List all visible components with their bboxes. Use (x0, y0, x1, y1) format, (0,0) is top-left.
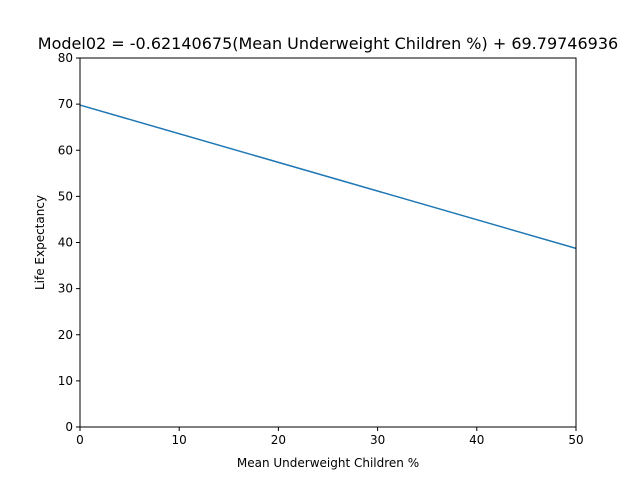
y-tick-label: 10 (58, 374, 73, 388)
y-tick-label: 30 (58, 282, 73, 296)
y-tick-label: 20 (58, 328, 73, 342)
x-tick-label: 30 (370, 433, 385, 447)
y-axis-ticks: 0 10 20 30 40 50 60 70 80 (58, 51, 80, 434)
y-tick-label: 60 (58, 143, 73, 157)
series-line-life-expectancy (79, 104, 577, 250)
plot-area (79, 104, 577, 250)
x-axis-ticks: 0 10 20 30 40 50 (76, 427, 584, 447)
axes-frame (79, 57, 577, 428)
x-tick-label: 20 (271, 433, 286, 447)
chart-title: Model02 = -0.62140675(Mean Underweight C… (38, 34, 618, 53)
y-axis-label: Life Expectancy (33, 195, 47, 290)
y-tick-label: 50 (58, 189, 73, 203)
y-tick-label: 80 (58, 51, 73, 65)
y-tick-label: 0 (65, 420, 73, 434)
x-tick-label: 40 (469, 433, 484, 447)
x-tick-label: 50 (568, 433, 583, 447)
y-tick-label: 40 (58, 236, 73, 250)
x-axis-label: Mean Underweight Children % (237, 456, 419, 470)
x-tick-label: 10 (172, 433, 187, 447)
x-tick-label: 0 (76, 433, 84, 447)
y-tick-label: 70 (58, 97, 73, 111)
